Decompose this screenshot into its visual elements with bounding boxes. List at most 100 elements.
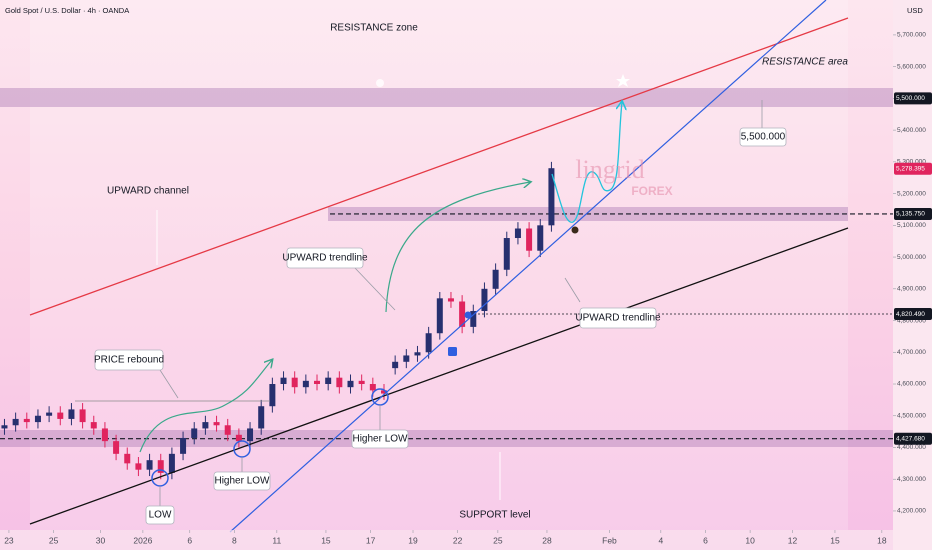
y-tick-label: 5,600.000: [897, 63, 926, 70]
candle-body: [247, 428, 254, 442]
rebound-arrow: [139, 360, 272, 453]
candle-body: [46, 412, 53, 416]
callout-box: [739, 127, 787, 147]
candle-body: [492, 269, 499, 289]
candle-body: [481, 288, 488, 312]
x-tick-label: 19: [408, 535, 418, 545]
annotation: UPWARD channel: [107, 186, 189, 197]
candle-body: [90, 422, 97, 429]
annotation: RESISTANCE area: [762, 57, 848, 68]
retest-dot: [464, 311, 472, 319]
y-tick-label: 5,300.000: [897, 159, 926, 166]
event-icon: [376, 79, 384, 87]
price-tag: [894, 432, 932, 445]
x-tick-label: 25: [493, 535, 503, 545]
support-zone: [0, 430, 893, 447]
price-tag-label: 4,427.680: [896, 435, 925, 442]
price-tag: [894, 207, 932, 220]
x-tick-label: 25: [49, 535, 59, 545]
candle-body: [101, 428, 108, 442]
annotation: 5,500.000: [741, 132, 786, 143]
event-icon: [448, 347, 457, 356]
candle-body: [57, 412, 64, 419]
candle-body: [191, 428, 198, 438]
candle-body: [79, 409, 86, 423]
annotation: PRICE rebound: [94, 355, 164, 366]
leader-line: [564, 277, 581, 303]
price-tag-label: 5,135.750: [896, 211, 925, 218]
x-tick-label: Feb: [602, 535, 617, 545]
candle-body: [269, 384, 276, 407]
candle-body: [180, 437, 187, 454]
y-tick-label: 5,700.000: [897, 32, 926, 39]
price-tag-label: 5,500.000: [896, 95, 925, 102]
candle-body: [1, 425, 8, 429]
candle-body: [380, 390, 387, 394]
candle-body: [336, 377, 343, 388]
y-tick-label: 4,900.000: [897, 286, 926, 293]
y-tick-label: 5,000.000: [897, 254, 926, 261]
x-tick-label: 17: [366, 535, 376, 545]
x-tick-label: 15: [321, 535, 331, 545]
candle-body: [168, 453, 175, 473]
annotation: SUPPORT level: [459, 510, 530, 521]
x-tick-label: 2026: [133, 535, 152, 545]
callout-box: [286, 247, 364, 269]
candle-body: [392, 361, 399, 369]
y-tick-label: 4,300.000: [897, 476, 926, 483]
candle-body: [291, 377, 298, 388]
candle-body: [403, 355, 410, 362]
y-tick-label: 4,700.000: [897, 349, 926, 356]
watermark: lingrid: [575, 155, 644, 184]
candle-body: [526, 228, 533, 251]
candle-body: [425, 333, 432, 353]
candle-body: [124, 453, 131, 464]
candle-body: [358, 380, 365, 385]
candle-body: [224, 425, 231, 435]
channel-lower-line: [29, 227, 849, 525]
y-tick-label: 4,500.000: [897, 412, 926, 419]
x-tick-label: 4: [658, 535, 663, 545]
x-tick-label: 11: [272, 535, 281, 545]
star-icon: [616, 74, 630, 87]
y-tick-label: 5,100.000: [897, 222, 926, 229]
price-tag: [894, 92, 932, 105]
annotation: Higher LOW: [214, 476, 270, 487]
candle-body: [113, 441, 120, 454]
candle-body: [548, 168, 555, 226]
candle-body: [135, 463, 142, 470]
candle-body: [12, 418, 19, 426]
trendline: [229, 0, 827, 533]
candle-body: [157, 460, 164, 473]
candle-body: [258, 406, 265, 429]
impulse-arrow: [385, 182, 530, 313]
price-axis: [893, 0, 932, 550]
candle-body: [514, 228, 521, 239]
candle-body: [146, 460, 153, 470]
price-tag: [894, 162, 932, 175]
leader-line: [159, 369, 179, 399]
watermark: FOREX: [631, 184, 672, 198]
candle-body: [202, 422, 209, 429]
callout-box: [213, 471, 271, 491]
price-tag-label: 4,820.490: [896, 311, 925, 318]
x-tick-label: 22: [453, 535, 463, 545]
projection-path: [551, 102, 622, 223]
y-tick-label: 4,800.000: [897, 317, 926, 324]
y-tick-label: 4,400.000: [897, 444, 926, 451]
price-tag-label: 5,278.395: [896, 165, 925, 172]
candle-body: [459, 301, 466, 327]
y-tick-label: 4,200.000: [897, 508, 926, 515]
x-tick-label: 6: [187, 535, 192, 545]
y-tick-label: 5,200.000: [897, 190, 926, 197]
currency: USD: [907, 6, 923, 15]
candle-body: [470, 311, 477, 327]
x-tick-label: 30: [96, 535, 106, 545]
candle-body: [213, 422, 220, 426]
price-tag: [894, 308, 932, 321]
plot: [0, 161, 893, 480]
y-tick-label: 5,400.000: [897, 127, 926, 134]
x-tick-label: 28: [542, 535, 552, 545]
resistance-zone: [0, 88, 893, 107]
